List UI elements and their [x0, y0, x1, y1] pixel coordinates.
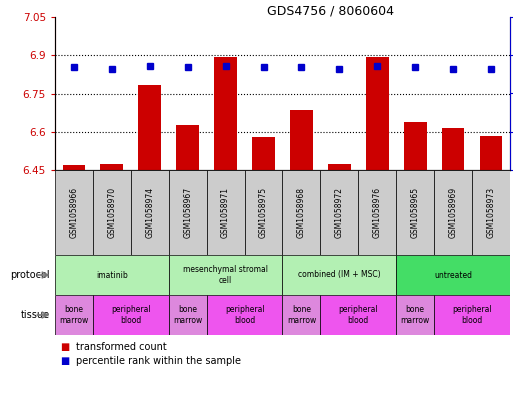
Bar	[207, 295, 283, 335]
Text: bone
marrow: bone marrow	[287, 305, 316, 325]
Bar	[290, 110, 313, 170]
Text: GSM1058968: GSM1058968	[297, 187, 306, 238]
Bar	[63, 165, 85, 170]
Bar	[396, 295, 434, 335]
Bar	[328, 164, 351, 170]
Bar	[434, 170, 472, 255]
Bar	[55, 255, 169, 295]
Bar	[245, 170, 283, 255]
Bar	[169, 255, 283, 295]
Bar	[214, 57, 237, 170]
Bar	[321, 295, 396, 335]
Bar	[283, 295, 321, 335]
Text: untreated: untreated	[434, 270, 472, 279]
Bar	[283, 170, 321, 255]
Text: imatinib: imatinib	[96, 270, 128, 279]
Bar	[404, 121, 427, 170]
Bar	[176, 125, 199, 170]
Text: peripheral
blood: peripheral blood	[111, 305, 151, 325]
Bar	[366, 57, 389, 170]
Text: protocol: protocol	[10, 270, 50, 280]
Text: transformed count: transformed count	[75, 342, 166, 352]
Text: ■: ■	[60, 342, 69, 352]
Text: peripheral
blood: peripheral blood	[225, 305, 264, 325]
Text: mesenchymal stromal
cell: mesenchymal stromal cell	[183, 265, 268, 285]
Bar	[442, 128, 464, 170]
Text: GSM1058973: GSM1058973	[486, 187, 496, 238]
Bar	[139, 84, 161, 170]
Text: bone
marrow: bone marrow	[401, 305, 430, 325]
Bar	[207, 170, 245, 255]
Bar	[93, 295, 169, 335]
Text: ■: ■	[60, 356, 69, 366]
Bar	[480, 136, 502, 170]
Bar	[131, 170, 169, 255]
Bar	[434, 295, 510, 335]
Bar	[93, 170, 131, 255]
Bar	[101, 164, 123, 170]
Bar	[359, 170, 396, 255]
Text: GSM1058976: GSM1058976	[373, 187, 382, 238]
Bar	[396, 170, 434, 255]
Text: peripheral
blood: peripheral blood	[339, 305, 378, 325]
Bar	[169, 170, 207, 255]
Text: GSM1058970: GSM1058970	[107, 187, 116, 238]
Text: peripheral
blood: peripheral blood	[452, 305, 492, 325]
Text: GSM1058965: GSM1058965	[411, 187, 420, 238]
Bar	[169, 295, 207, 335]
Bar	[252, 138, 275, 170]
Text: GDS4756 / 8060604: GDS4756 / 8060604	[267, 5, 394, 18]
Text: GSM1058974: GSM1058974	[145, 187, 154, 238]
Bar	[55, 170, 93, 255]
Text: combined (IM + MSC): combined (IM + MSC)	[298, 270, 381, 279]
Bar	[55, 295, 93, 335]
Bar	[396, 255, 510, 295]
Text: GSM1058971: GSM1058971	[221, 187, 230, 238]
Text: GSM1058969: GSM1058969	[449, 187, 458, 238]
Text: GSM1058966: GSM1058966	[69, 187, 78, 238]
Text: GSM1058972: GSM1058972	[335, 187, 344, 238]
Text: percentile rank within the sample: percentile rank within the sample	[75, 356, 241, 366]
Text: GSM1058967: GSM1058967	[183, 187, 192, 238]
Text: bone
marrow: bone marrow	[173, 305, 202, 325]
Text: bone
marrow: bone marrow	[60, 305, 89, 325]
Text: tissue: tissue	[21, 310, 50, 320]
Bar	[321, 170, 359, 255]
Text: GSM1058975: GSM1058975	[259, 187, 268, 238]
Bar	[283, 255, 396, 295]
Bar	[472, 170, 510, 255]
